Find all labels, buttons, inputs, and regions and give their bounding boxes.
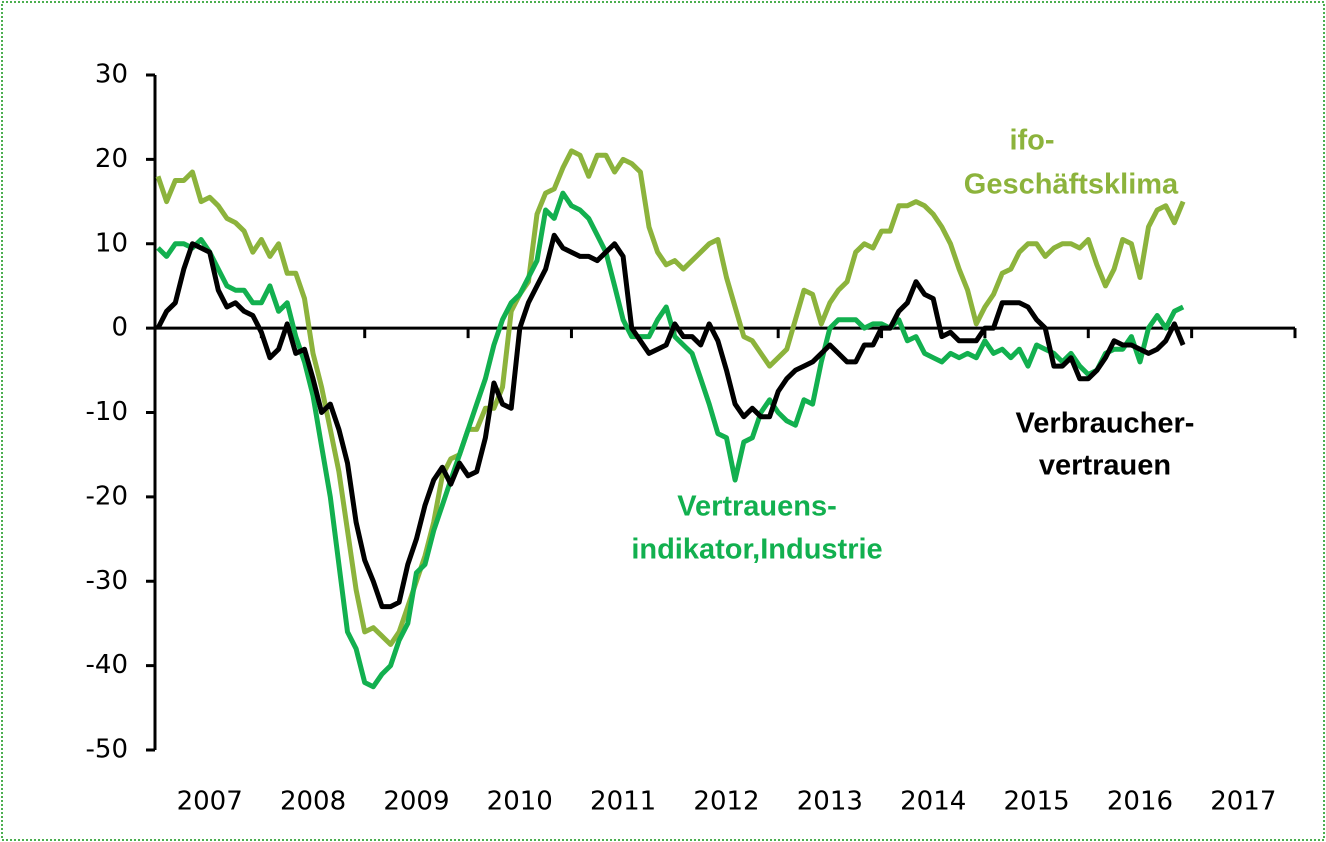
- x-tick-label: 2011: [590, 787, 656, 817]
- series-line: [155, 148, 1186, 647]
- y-tick-label: -30: [86, 566, 128, 596]
- x-tick-label: 2007: [177, 787, 243, 817]
- x-tick-label: 2017: [1210, 787, 1276, 817]
- annotation: vertrauen: [1039, 450, 1171, 482]
- annotation: Geschäftsklima: [964, 169, 1179, 201]
- x-tick-label: 2009: [383, 787, 449, 817]
- annotation: Vertrauens-: [677, 491, 837, 523]
- annotation: indikator,Industrie: [631, 534, 882, 566]
- x-tick-label: 2010: [487, 787, 553, 817]
- y-tick-label: -10: [86, 397, 128, 427]
- x-tick-label: 2008: [280, 787, 346, 817]
- y-tick-label: -50: [86, 735, 128, 765]
- series-line: [155, 232, 1186, 610]
- annotation: Verbraucher-: [1016, 408, 1195, 440]
- y-tick-label: 0: [111, 313, 128, 343]
- y-tick-label: -40: [86, 650, 128, 680]
- series-line: [156, 190, 1185, 690]
- x-tick-label: 2015: [1004, 787, 1070, 817]
- x-tick-label: 2016: [1107, 787, 1173, 817]
- y-tick-label: 10: [95, 228, 128, 258]
- x-tick-label: 2012: [693, 787, 759, 817]
- x-tick-label: 2014: [900, 787, 966, 817]
- x-tick-label: 2013: [797, 787, 863, 817]
- y-tick-label: 30: [95, 60, 128, 90]
- annotation: ifo-: [1009, 125, 1054, 157]
- y-tick-label: -20: [86, 481, 128, 511]
- y-tick-label: 20: [95, 144, 128, 174]
